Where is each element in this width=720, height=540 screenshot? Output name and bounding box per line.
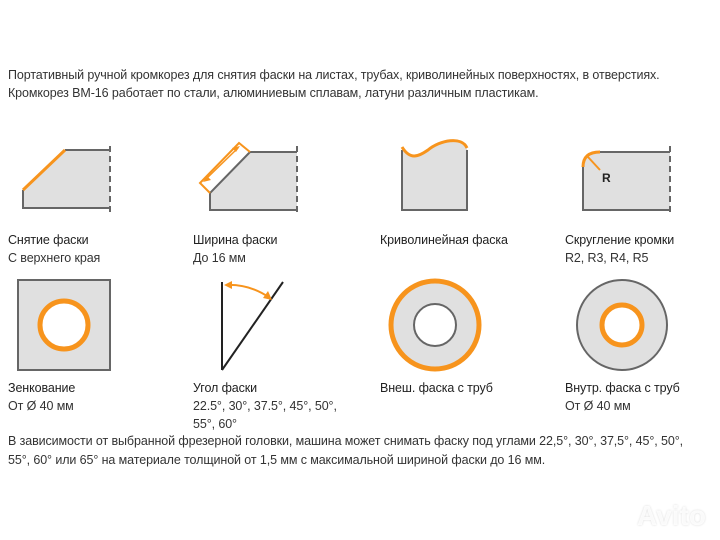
item-sub-2: 55°, 60° [193, 417, 237, 431]
chamfer-width-icon [198, 141, 298, 213]
item-sub: От Ø 40 мм [565, 399, 631, 413]
item-title: Скругление кромки [565, 233, 675, 247]
item-sub: 22.5°, 30°, 37.5°, 45°, 50°, [193, 399, 337, 413]
intro-line-2: Кромкорез ВМ-16 работает по стали, алюми… [8, 86, 539, 100]
countersinking-icon [17, 279, 111, 371]
curved-chamfer-icon [400, 139, 469, 211]
avito-watermark: Avito [637, 500, 706, 531]
outer-pipe-chamfer-icon [388, 278, 482, 372]
edge-rounding-icon: R [581, 146, 671, 213]
item-sub: R2, R3, R4, R5 [565, 251, 649, 265]
item-sub: С верхнего края [8, 251, 101, 265]
item-sub: От Ø 40 мм [8, 399, 74, 413]
chamfer-top-icon [21, 146, 111, 213]
item-title: Снятие фаски [8, 233, 89, 247]
item-title: Криволинейная фаска [380, 233, 508, 247]
footer-line-1: В зависимости от выбранной фрезерной гол… [8, 434, 683, 448]
intro-line-1: Портативный ручной кромкорез для снятия … [8, 68, 660, 82]
item-title: Внутр. фаска с труб [565, 381, 680, 395]
radius-label: R [602, 171, 611, 185]
chamfer-angle-icon [221, 281, 284, 371]
item-title: Угол фаски [193, 381, 258, 395]
item-title: Ширина фаски [193, 233, 278, 247]
footer-line-2: 55°, 60° или 65° на материале толщиной о… [8, 453, 546, 467]
inner-pipe-chamfer-icon [576, 279, 668, 371]
item-sub: До 16 мм [193, 251, 246, 265]
item-title: Внеш. фаска с труб [380, 381, 493, 395]
item-title: Зенкование [8, 381, 76, 395]
